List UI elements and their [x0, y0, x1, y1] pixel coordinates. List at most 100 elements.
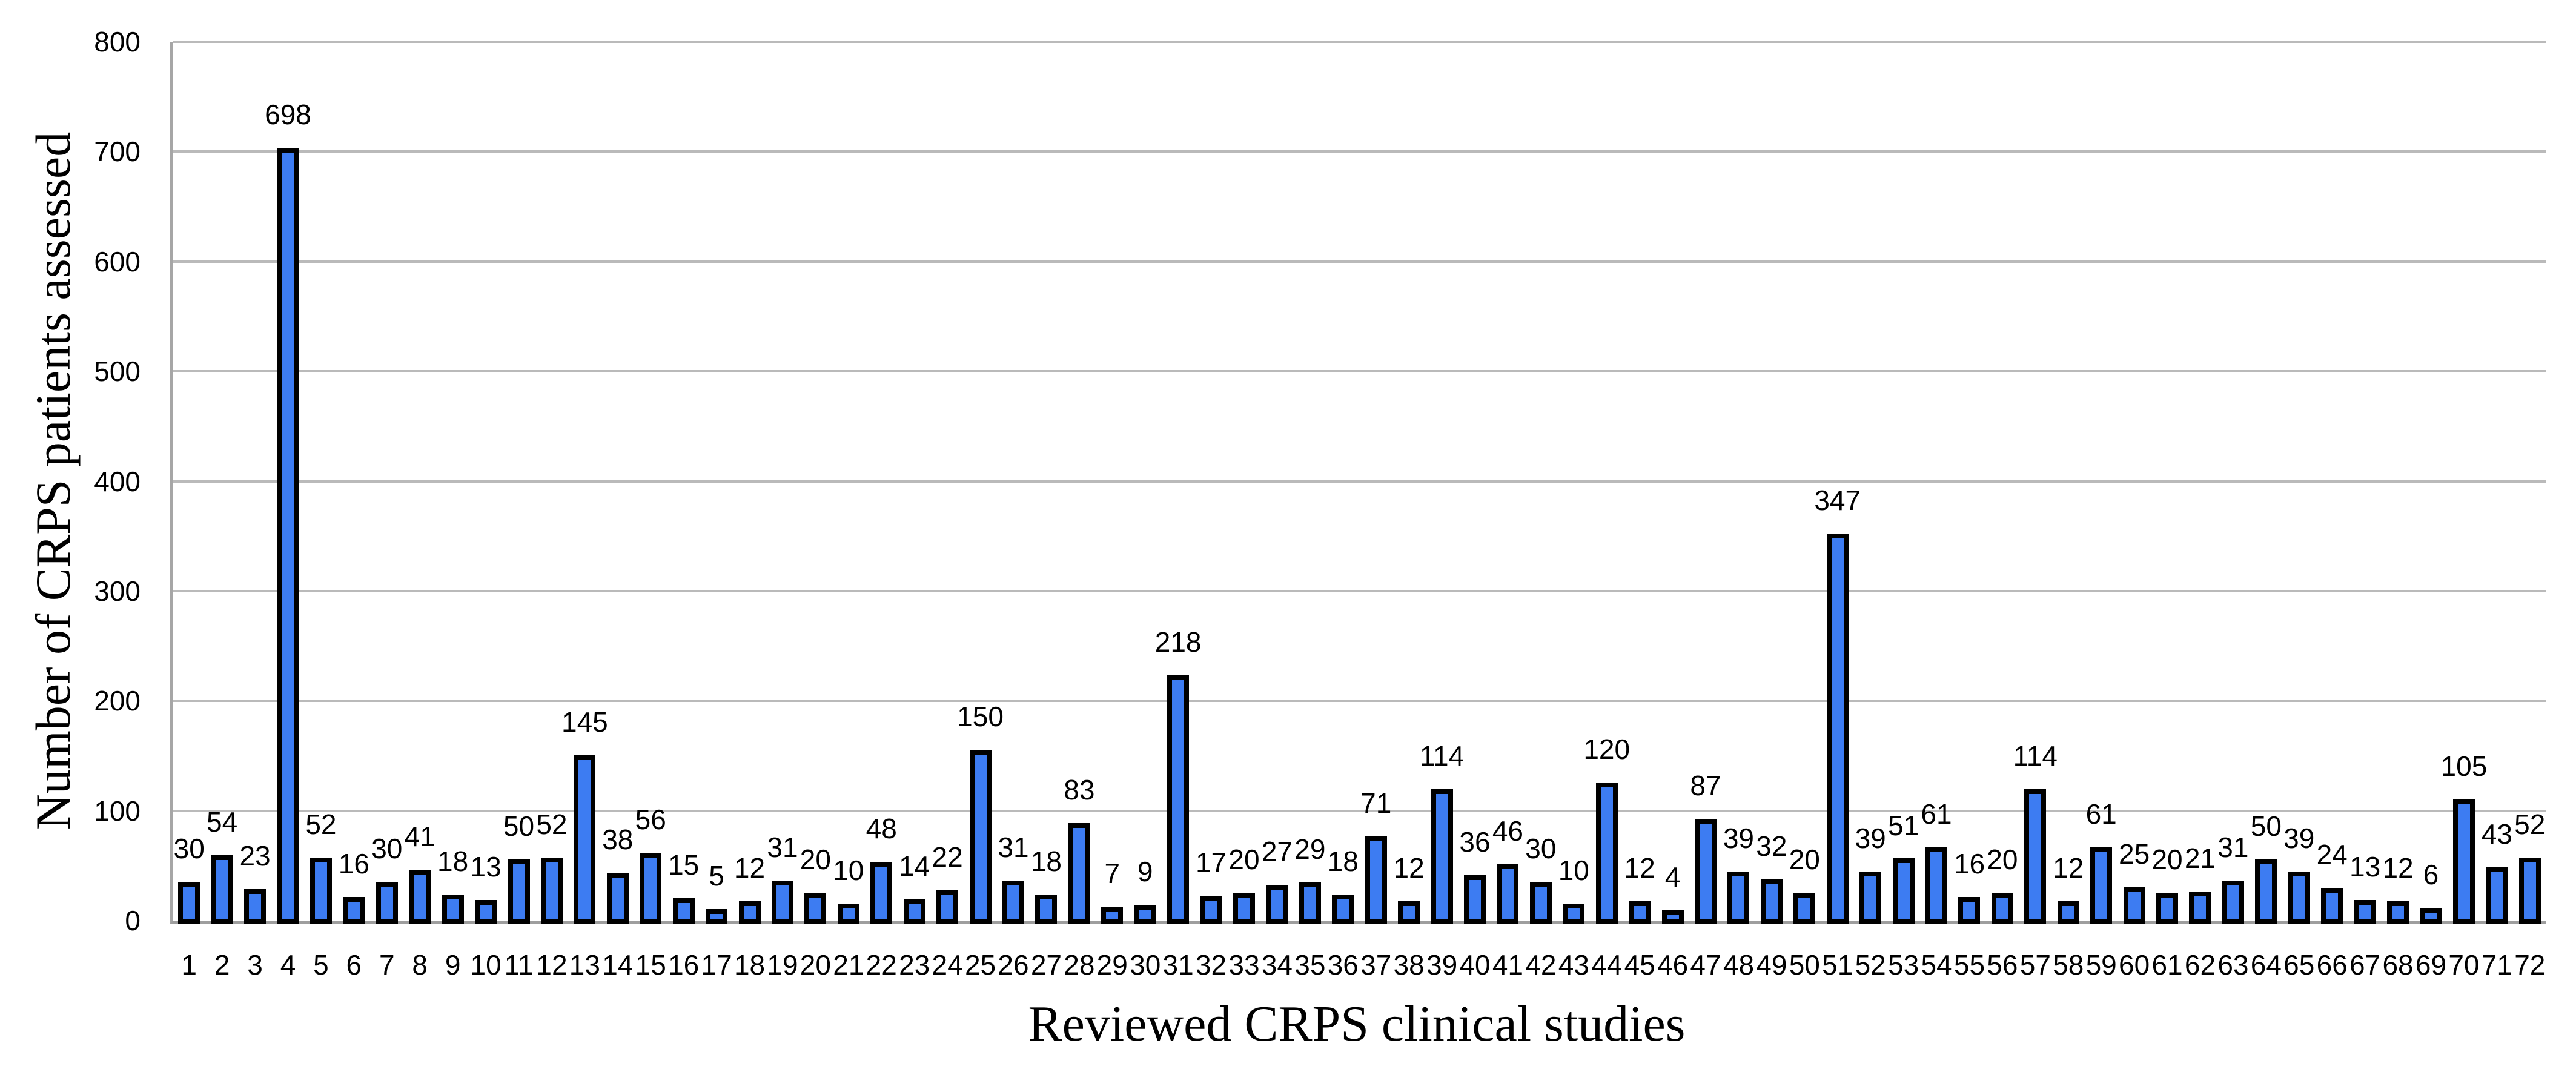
bar-slot-37: 71 37: [1360, 42, 1392, 981]
bar: [606, 873, 629, 924]
bar-value-label: 12: [2053, 852, 2084, 884]
x-tick-label: 51: [1822, 949, 1853, 981]
bar: [211, 855, 233, 924]
bar-slot-33: 20 33: [1228, 42, 1260, 981]
bar-value-label: 21: [2184, 842, 2216, 874]
x-tick-label: 49: [1756, 949, 1787, 981]
bar-value-label: 114: [1419, 740, 1465, 772]
bar-slot-67: 13 67: [2348, 42, 2381, 981]
bar-value-label: 15: [668, 849, 700, 881]
x-tick-label: 44: [1591, 949, 1623, 981]
gridline-600: [173, 260, 2546, 263]
bar: [1629, 901, 1651, 924]
bar: [1695, 819, 1717, 924]
bar-slot-34: 27 34: [1260, 42, 1293, 981]
bar-value-label: 347: [1814, 484, 1861, 516]
bar-slot-6: 16 6: [337, 42, 370, 981]
bar-slot-8: 41 8: [403, 42, 436, 981]
bar: [376, 882, 398, 924]
bar-value-label: 114: [2013, 740, 2058, 772]
bar: [1991, 893, 2013, 924]
bar: [2057, 901, 2079, 924]
bar-value-label: 10: [833, 854, 864, 886]
bar-value-label: 13: [470, 851, 502, 883]
bar-slot-5: 52 5: [305, 42, 337, 981]
bar-value-label: 31: [767, 831, 798, 863]
bar-value-label: 29: [1294, 833, 1326, 865]
bar-slot-57: 114 57: [2013, 42, 2058, 981]
bar: [1463, 875, 1486, 924]
x-tick-label: 71: [2481, 949, 2512, 981]
bar-slot-9: 18 9: [436, 42, 469, 981]
x-tick-label: 54: [1921, 949, 1952, 981]
bar-value-label: 4: [1664, 861, 1681, 893]
bar: [1332, 895, 1354, 924]
bar-value-label: 39: [2283, 822, 2315, 855]
bar: [1101, 907, 1124, 924]
bar: [1233, 893, 1255, 924]
bar: [1563, 904, 1585, 924]
bar-value-label: 145: [561, 706, 608, 738]
x-tick-label: 43: [1558, 949, 1589, 981]
bar: [2288, 872, 2310, 924]
x-tick-label: 48: [1723, 949, 1755, 981]
bar: [1661, 910, 1684, 924]
y-tick-label-700: 700: [94, 136, 141, 168]
bar: [1727, 872, 1750, 924]
bar-slot-10: 13 10: [469, 42, 502, 981]
x-tick-label: 31: [1162, 949, 1194, 981]
x-tick-label: 72: [2514, 949, 2546, 981]
bar-value-label: 87: [1690, 770, 1721, 802]
bar: [2387, 901, 2409, 924]
x-tick-label: 26: [998, 949, 1029, 981]
bar-value-label: 10: [1558, 854, 1589, 886]
bar-slot-24: 22 24: [931, 42, 964, 981]
bar: [1068, 823, 1090, 924]
bar-value-label: 9: [1137, 855, 1153, 887]
bar: [903, 899, 925, 924]
bar-slot-14: 38 14: [601, 42, 634, 981]
bar-slot-49: 32 49: [1755, 42, 1788, 981]
x-tick-label: 16: [668, 949, 700, 981]
bar: [2156, 893, 2179, 924]
bar-value-label: 20: [800, 843, 831, 875]
x-tick-label: 24: [932, 949, 963, 981]
bar: [1892, 858, 1915, 924]
plot-area: 30 1 54 2 23 3 698 4 52 5 16 6 30 7 41 8 18 9 13 10 50 11 52 12…: [170, 41, 2546, 981]
x-tick-label: 25: [964, 949, 996, 981]
x-tick-label: 17: [701, 949, 732, 981]
bar-slot-61: 20 61: [2151, 42, 2184, 981]
bar: [508, 859, 530, 924]
bar-slot-47: 87 47: [1689, 42, 1722, 981]
bar-value-label: 24: [2316, 839, 2348, 871]
bar-value-label: 61: [1921, 798, 1952, 830]
bar-value-label: 150: [957, 700, 1004, 732]
x-tick-label: 45: [1624, 949, 1655, 981]
bar-value-label: 698: [265, 99, 311, 131]
x-tick-label: 66: [2316, 949, 2348, 981]
x-tick-label: 47: [1690, 949, 1721, 981]
bar-slot-63: 31 63: [2217, 42, 2250, 981]
bar: [2518, 858, 2541, 924]
bar: [1002, 881, 1024, 924]
x-tick-label: 23: [899, 949, 930, 981]
bar-slot-19: 31 19: [766, 42, 799, 981]
y-tick-label-800: 800: [94, 26, 141, 58]
bar-value-label: 20: [1228, 843, 1260, 875]
bar: [2222, 881, 2244, 924]
x-tick-label: 1: [181, 949, 197, 981]
bar-value-label: 38: [602, 824, 634, 856]
x-tick-label: 6: [346, 949, 362, 981]
gridline-700: [173, 150, 2546, 153]
x-tick-label: 13: [569, 949, 600, 981]
x-tick-label: 65: [2283, 949, 2315, 981]
bar-slot-66: 24 66: [2316, 42, 2348, 981]
bar-slot-41: 46 41: [1491, 42, 1524, 981]
bar: [2354, 900, 2376, 924]
bar: [2486, 867, 2508, 924]
bar-slot-1: 30 1: [173, 42, 205, 981]
x-tick-label: 57: [2019, 949, 2051, 981]
bar: [2452, 799, 2475, 924]
gridline-500: [173, 370, 2546, 373]
gridline-100: [173, 809, 2546, 812]
